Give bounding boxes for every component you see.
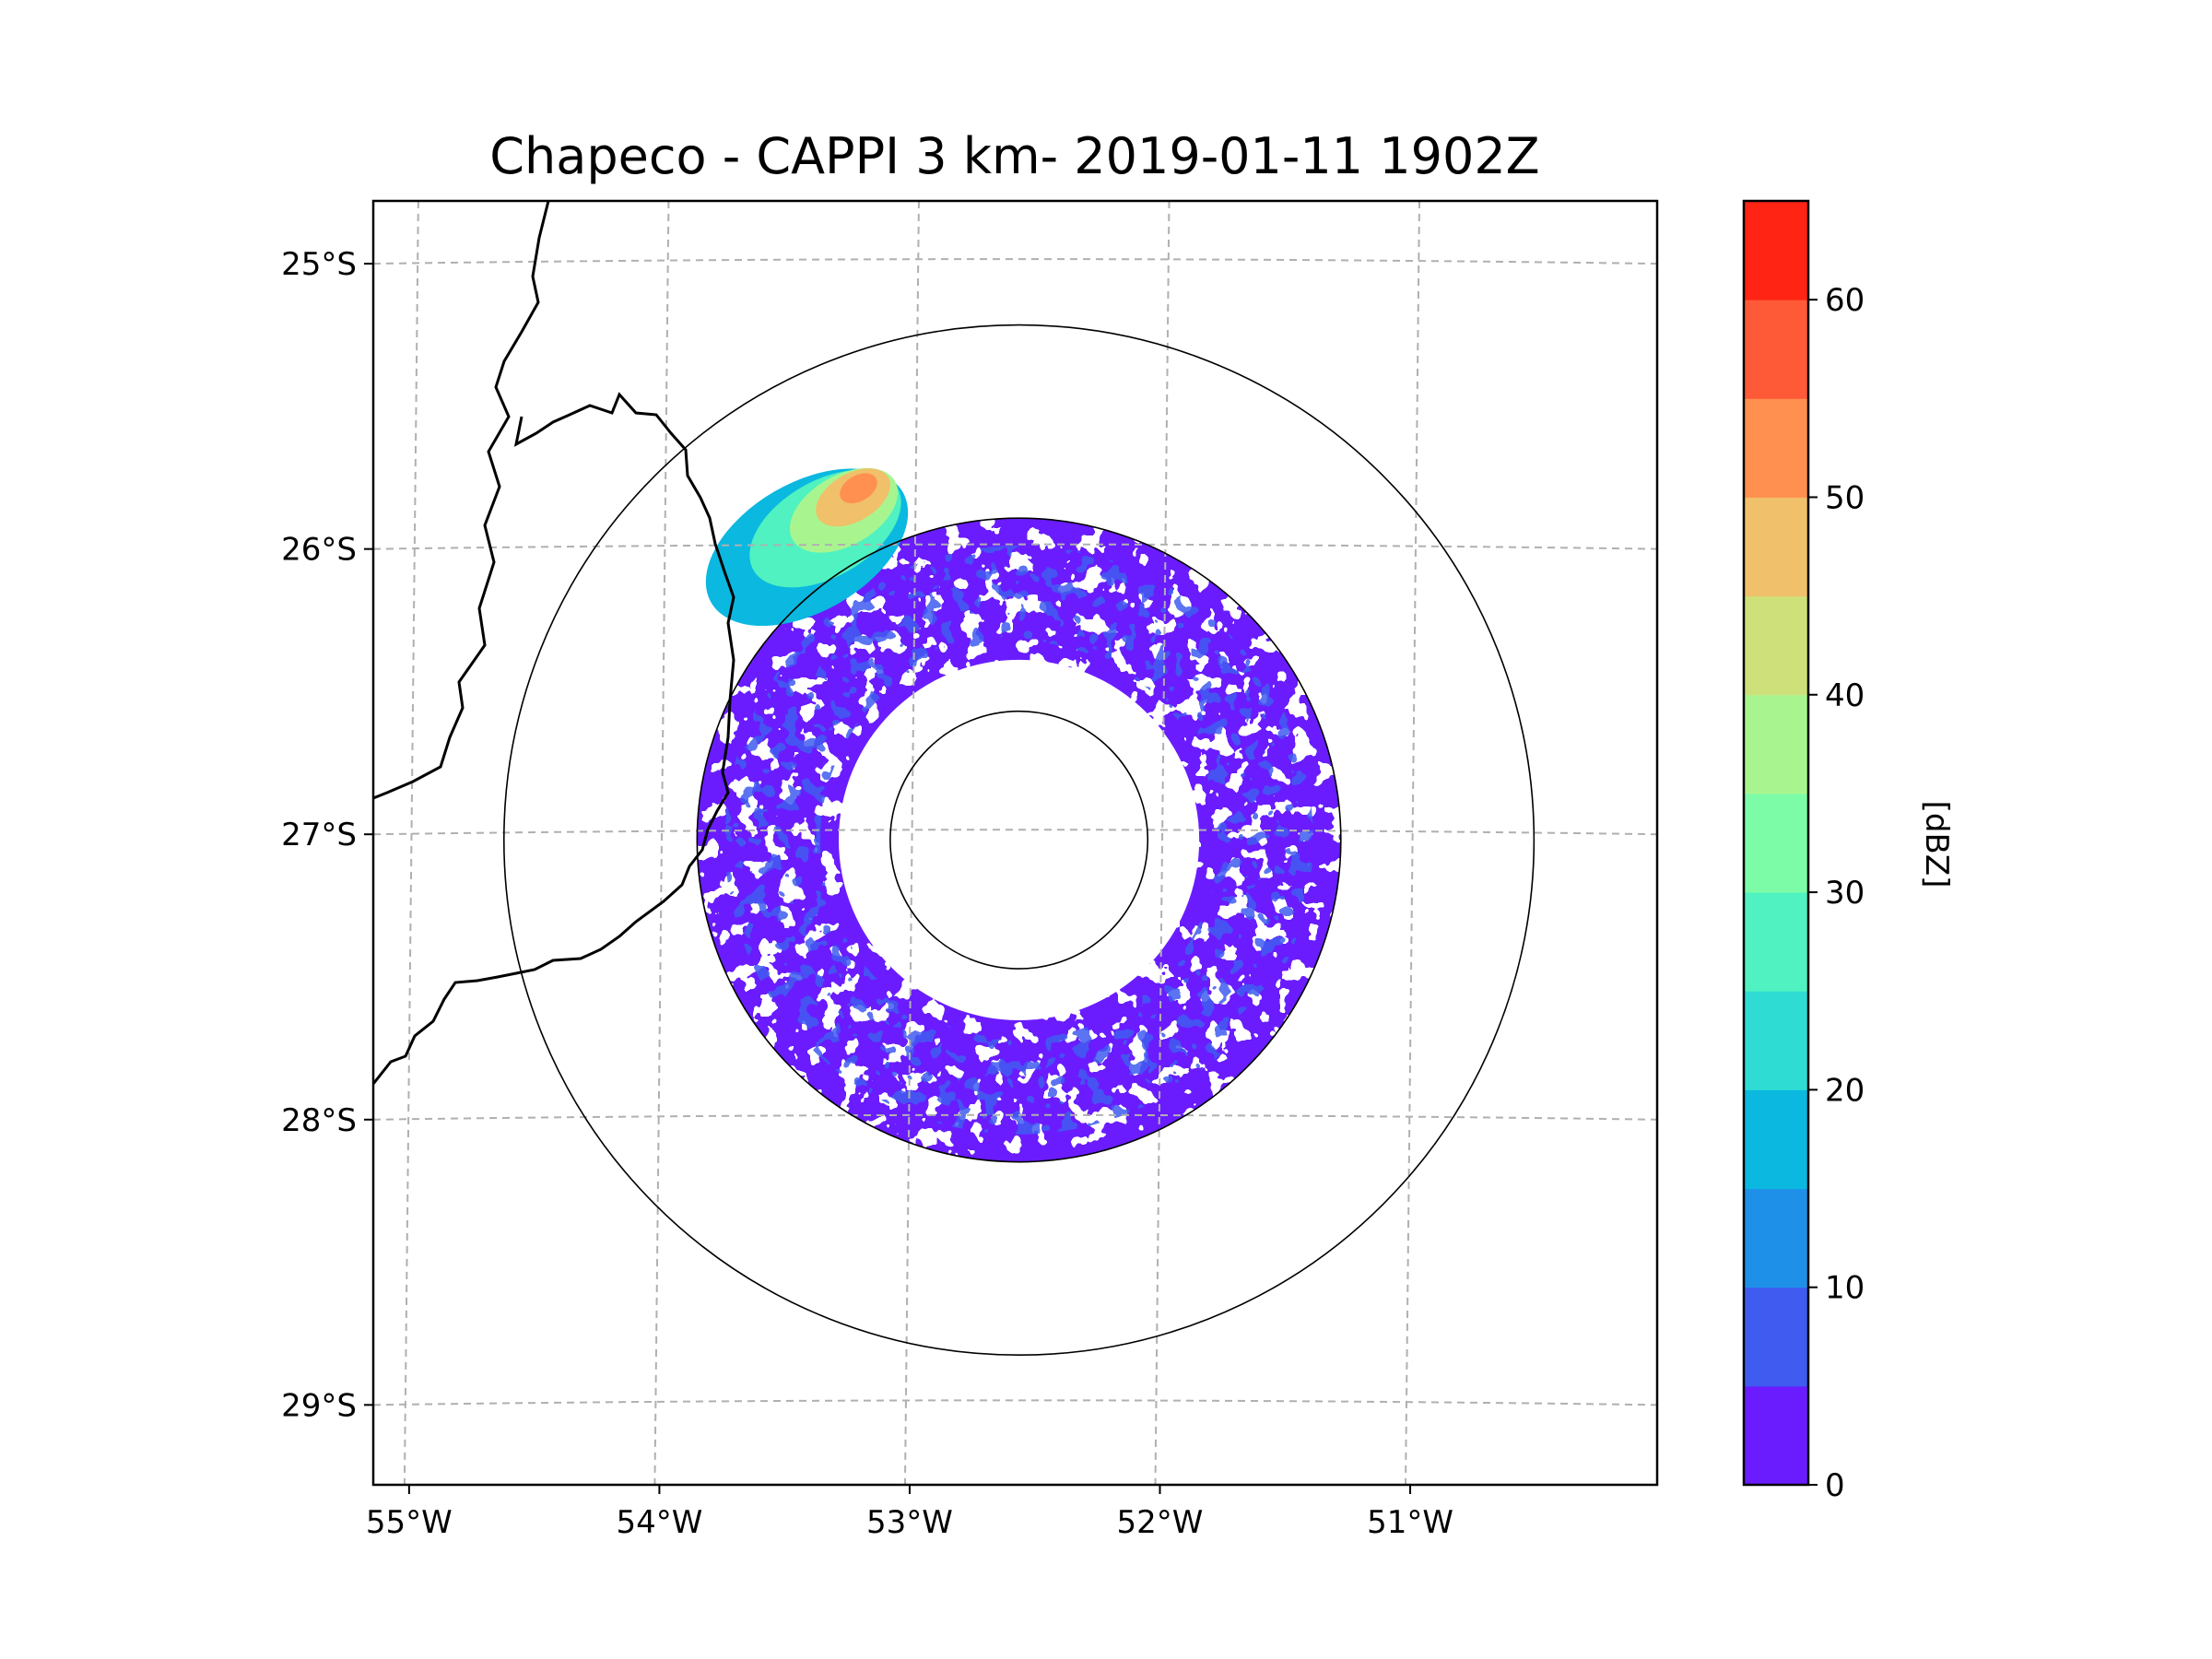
x-tick-label: 51°W [1367,1504,1453,1541]
x-tick-label: 53°W [866,1504,953,1541]
cell-peak [840,473,877,504]
colorbar: 0 10 20 30 40 50 60 [1742,199,1865,1504]
colorbar-segment [1744,892,1808,992]
range-ring [696,517,1342,1163]
colorbar-tick-label: 40 [1825,677,1865,714]
colorbar-segment [1744,201,1808,300]
parallel-line [373,829,1657,836]
meridian-line [403,201,419,1485]
colorbar-tick-label: 30 [1825,875,1865,912]
meridian-line [1405,201,1421,1485]
colorbar-tick-label: 20 [1825,1072,1865,1109]
colorbar-segment [1744,398,1808,498]
country-borders [373,201,735,1085]
colorbar-tick-label: 50 [1825,479,1865,516]
colorbar-frame [1742,199,1810,1487]
y-tick-label: 26°S [281,532,357,569]
colorbar-segment [1744,793,1808,893]
colorbar-segment [1744,1188,1808,1288]
radar-echo-layer [697,467,1341,1162]
range-rings [502,324,1535,1356]
y-tick-label: 27°S [281,817,357,853]
parallel-line [373,258,1657,265]
border-argentina-brazil-line [373,201,550,800]
chart-title: Chapeco - CAPPI 3 km- 2019-01-11 1902Z [489,127,1539,185]
range-ring [502,324,1535,1356]
y-tick-label: 28°S [281,1102,357,1139]
colorbar-segment [1744,497,1808,597]
meridian-line [903,201,920,1485]
x-tick-label: 54°W [616,1504,702,1541]
colorbar-label: [dBZ] [1918,801,1955,888]
colorbar-segment [1744,595,1808,696]
colorbar-segment [1744,1089,1808,1190]
colorbar-segment [1744,300,1808,399]
x-axis-ticks: 55°W 54°W 53°W 52°W 51°W [366,1485,1453,1541]
graticule [373,201,1657,1485]
y-tick-label: 29°S [281,1387,357,1424]
colorbar-tick-label: 0 [1825,1467,1845,1504]
map-area [373,201,1657,1485]
range-ring [889,710,1149,970]
meridian-line [653,201,670,1485]
colorbar-tick-label: 10 [1825,1270,1865,1307]
meridian-line [1154,201,1171,1485]
y-axis-ticks: 25°S 26°S 27°S 28°S 29°S [281,246,373,1424]
x-tick-label: 55°W [366,1504,453,1541]
map-frame [371,199,1659,1487]
colorbar-segment [1744,991,1808,1090]
x-tick-label: 52°W [1117,1504,1204,1541]
border-paraguay-argentina-line [373,392,735,1085]
colorbar-tick-label: 60 [1825,282,1865,319]
colorbar-segment [1744,1385,1808,1486]
parallel-line [373,1399,1657,1406]
colorbar-segment [1744,1287,1808,1387]
echo-annulus-moderate [724,546,1313,1135]
y-tick-label: 25°S [281,246,357,283]
colorbar-segment [1744,694,1808,794]
